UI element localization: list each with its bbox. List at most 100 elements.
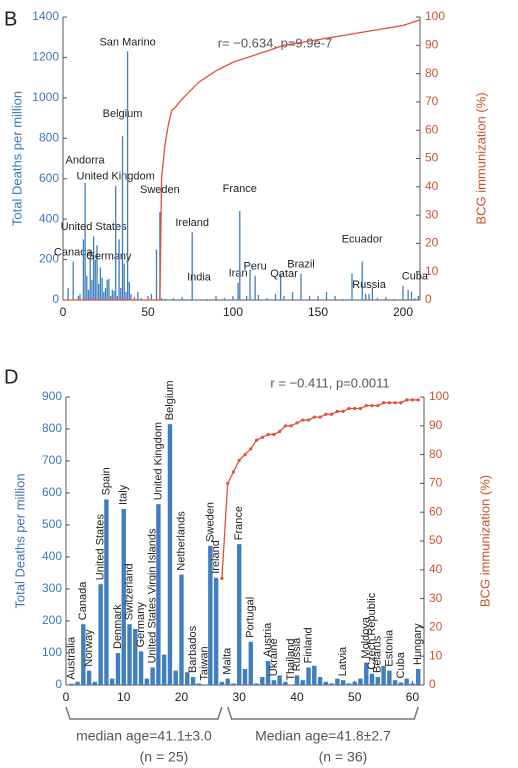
bar — [82, 239, 85, 300]
line-marker — [283, 424, 288, 428]
bar — [213, 577, 219, 685]
y-tick-label: 800 — [39, 130, 59, 144]
line-marker — [226, 481, 230, 485]
bar-label: Switzerland — [123, 563, 135, 620]
y2-tick-label: 30 — [429, 591, 443, 605]
bar — [368, 293, 370, 300]
line-marker — [266, 432, 270, 437]
bar — [113, 290, 115, 300]
bar — [369, 673, 375, 685]
bar — [410, 683, 415, 685]
bar-label: Peru — [243, 261, 266, 273]
y2-tick-label: 90 — [429, 418, 443, 432]
bar — [79, 293, 81, 300]
bar — [223, 297, 226, 300]
y-tick-label: 600 — [42, 485, 62, 499]
y-tick-label: 0 — [55, 677, 62, 691]
bar — [75, 681, 80, 685]
line-marker — [399, 401, 403, 405]
bar — [416, 669, 421, 685]
bar — [133, 629, 138, 685]
bar — [237, 282, 239, 300]
bar — [106, 279, 108, 300]
bar-label: Brazil — [287, 259, 315, 271]
y-tick-label: 400 — [42, 549, 62, 563]
x-tick-label: 50 — [348, 690, 362, 704]
bar — [317, 677, 323, 685]
bar-label: Norway — [83, 629, 95, 667]
x-tick-label: 10 — [117, 690, 131, 704]
y-tick-label: 300 — [42, 581, 62, 595]
bar — [239, 211, 241, 300]
bar — [101, 277, 103, 300]
bar-label: Czech Republic — [366, 592, 378, 670]
bar-label: Italy — [118, 484, 130, 505]
bar-label: San Marino — [99, 36, 155, 48]
y-tick-label: 1000 — [32, 90, 59, 104]
bar — [329, 683, 334, 685]
bar-label: India — [187, 272, 212, 284]
bar-label: Latvia — [337, 646, 349, 676]
bar — [283, 295, 285, 300]
y-tick-label: 500 — [42, 517, 62, 531]
bar — [86, 670, 92, 685]
bar — [325, 291, 328, 300]
bar — [274, 293, 277, 300]
y2-tick-label: 20 — [425, 236, 439, 250]
y2-tick-label: 100 — [425, 9, 445, 23]
line — [221, 399, 419, 579]
bar — [352, 681, 357, 685]
bar — [266, 297, 268, 300]
group-label: Median age=41.8±2.7 — [255, 728, 391, 744]
bar-label: Finland — [302, 627, 314, 663]
bar — [385, 296, 387, 300]
bar — [96, 245, 98, 300]
bar — [92, 236, 95, 300]
bar — [137, 291, 139, 300]
bar-label: Spain — [100, 467, 112, 495]
bar-label: United Kingdom — [152, 422, 164, 500]
bar — [376, 297, 379, 300]
line-marker — [393, 401, 397, 405]
bar-label: Cuba — [402, 270, 429, 282]
bar-label: Estonia — [383, 629, 395, 667]
y-tick-label: 0 — [52, 292, 59, 306]
bar-label: Russia — [291, 637, 303, 672]
bar — [277, 675, 282, 685]
bar — [190, 677, 196, 685]
bar — [265, 661, 271, 685]
bar-label: Cuba — [395, 651, 407, 678]
bar-label: Iran — [229, 268, 248, 280]
bar — [398, 682, 404, 685]
bar — [160, 297, 163, 300]
bar-label: France — [223, 183, 257, 195]
bar-label: Portugal — [245, 597, 257, 638]
bar — [308, 295, 311, 300]
bar — [402, 285, 404, 300]
x-tick-label: 30 — [233, 690, 247, 704]
bar — [138, 651, 144, 685]
y2-axis-label: BCG immunization (%) — [473, 92, 488, 224]
y2-tick-label: 60 — [425, 122, 439, 136]
y-tick-label: 100 — [42, 645, 62, 659]
bar — [108, 278, 110, 300]
bar-label: Sweden — [140, 184, 180, 196]
y2-tick-label: 70 — [425, 94, 439, 108]
bar — [254, 683, 259, 685]
line-marker — [272, 432, 276, 437]
bar — [92, 681, 98, 685]
x-tick-label: 0 — [63, 690, 70, 704]
bar — [206, 298, 209, 300]
bar — [111, 289, 113, 300]
bar — [358, 678, 363, 685]
line-marker — [237, 458, 241, 462]
bar — [245, 295, 248, 300]
bar — [237, 544, 242, 685]
y-tick-label: 200 — [42, 613, 62, 627]
bar — [128, 281, 130, 300]
x-tick-label: 20 — [175, 690, 189, 704]
y2-tick-label: 0 — [429, 677, 436, 691]
bar — [208, 545, 213, 685]
y2-tick-label: 20 — [429, 620, 443, 634]
line-marker — [220, 576, 224, 581]
